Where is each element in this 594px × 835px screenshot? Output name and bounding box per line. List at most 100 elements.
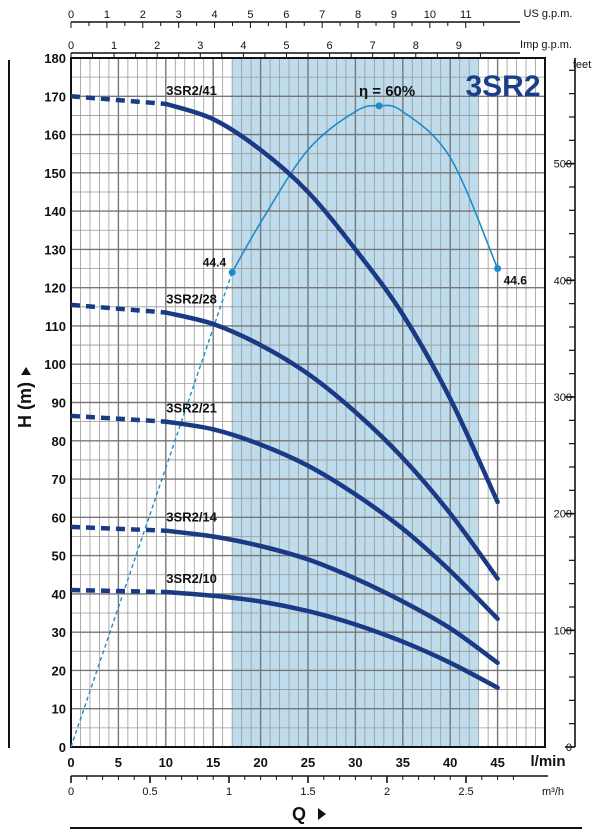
- grid: [71, 58, 545, 747]
- y-tick-label: 80: [52, 434, 66, 449]
- us-gpm-tick-label: 5: [247, 9, 253, 21]
- series-curve: [163, 589, 500, 690]
- efficiency-point: [228, 268, 236, 276]
- feet-tick-label: 500: [554, 159, 572, 171]
- y-tick-label: 10: [52, 702, 66, 717]
- us-gpm-tick-label: 3: [176, 9, 182, 21]
- y-tick-label: 50: [52, 549, 66, 564]
- y-tick-label: 140: [44, 204, 66, 219]
- m3h-tick-label: 1: [226, 786, 232, 798]
- x-tick-label: 45: [490, 755, 504, 770]
- imp-gpm-tick-label: 2: [154, 40, 160, 52]
- series-curve-dashed: [70, 587, 166, 595]
- x-tick-label: 10: [159, 755, 173, 770]
- m3h-tick-label: 2: [384, 786, 390, 798]
- efficiency-point: [375, 102, 383, 110]
- y-tick-label: 20: [52, 663, 66, 678]
- imp-gpm-tick-label: 0: [68, 40, 74, 52]
- series-curve-dashed: [70, 94, 166, 107]
- y-tick-label: 170: [44, 89, 66, 104]
- x-axis-title: Q: [292, 804, 306, 824]
- imp-gpm-tick-label: 9: [456, 40, 462, 52]
- y-axis-arrow-icon: [21, 367, 31, 375]
- us-gpm-tick-label: 10: [424, 9, 436, 21]
- x-unit-lmin: l/min: [530, 753, 565, 770]
- imp-gpm-tick-label: 7: [370, 40, 376, 52]
- imp-gpm-tick-label: 6: [327, 40, 333, 52]
- feet-unit: feet: [573, 59, 591, 71]
- imp-gpm-tick-label: 8: [413, 40, 419, 52]
- us-gpm-tick-label: 6: [283, 9, 289, 21]
- us-gpm-tick-label: 9: [391, 9, 397, 21]
- series-curve-dashed: [70, 413, 166, 424]
- feet-tick-label: 300: [554, 392, 572, 404]
- series-label: 3SR2/28: [166, 292, 217, 307]
- axis-ticks: 0 5 10 15 20 25 30 35 40 450102030405060708090100…: [44, 51, 576, 798]
- x-tick-label: 25: [301, 755, 315, 770]
- us-gpm-tick-label: 2: [140, 9, 146, 21]
- y-axis-title-group: H (m): [15, 382, 35, 428]
- imp-gpm-tick-label: 5: [283, 40, 289, 52]
- y-axis-title: H (m): [15, 382, 35, 428]
- x-tick-label: 35: [396, 755, 410, 770]
- y-tick-label: 150: [44, 166, 66, 181]
- imp-gpm-unit: Imp g.p.m.: [520, 39, 572, 51]
- series-curve: [163, 419, 500, 622]
- x-tick-label: 5: [115, 755, 122, 770]
- imp-gpm-tick-label: 4: [240, 40, 246, 52]
- efficiency-curve: [231, 104, 499, 273]
- series-label: 3SR2/10: [166, 571, 217, 586]
- x-tick-label: 30: [348, 755, 362, 770]
- y-tick-label: 40: [52, 587, 66, 602]
- top-gpm-axes: 0 1 2 3 4 5 6 7 8 9 10 11 0 1 2 3 4 5 6 7 8 9: [68, 9, 520, 59]
- series-label: 3SR2/21: [166, 401, 217, 416]
- us-gpm-tick-label: 8: [355, 9, 361, 21]
- y-tick-label: 90: [52, 396, 66, 411]
- series-curve: [163, 310, 500, 581]
- y-tick-label: 100: [44, 357, 66, 372]
- us-gpm-unit: US g.p.m.: [524, 8, 573, 20]
- feet-tick-label: 100: [554, 625, 572, 637]
- plot-frame: [70, 57, 546, 748]
- y-tick-label: 30: [52, 625, 66, 640]
- x-tick-label: 20: [253, 755, 267, 770]
- imp-gpm-tick-label: 1: [111, 40, 117, 52]
- y-tick-label: 120: [44, 281, 66, 296]
- m3h-tick-label: 0.5: [142, 786, 157, 798]
- series-curve: [163, 101, 500, 505]
- y-tick-label: 70: [52, 472, 66, 487]
- y-tick-label: 0: [59, 740, 66, 755]
- series-label: 3SR2/41: [166, 83, 217, 98]
- feet-tick-label: 200: [554, 509, 572, 521]
- y-tick-label: 60: [52, 510, 66, 525]
- us-gpm-tick-label: 4: [211, 9, 217, 21]
- efficiency-point: [494, 265, 502, 273]
- efficiency-label: η = 60%: [359, 83, 415, 100]
- efficiency-left-value: 44.4: [203, 255, 227, 269]
- x-unit-m3h: m³/h: [542, 786, 564, 798]
- feet-tick-label: 400: [554, 275, 572, 287]
- y-tick-label: 180: [44, 51, 66, 66]
- x-tick-label: 15: [206, 755, 220, 770]
- series-curve-dashed: [70, 524, 166, 533]
- feet-tick-label: 0: [566, 742, 572, 754]
- imp-gpm-tick-label: 3: [197, 40, 203, 52]
- y-tick-label: 130: [44, 242, 66, 257]
- m3h-tick-label: 2.5: [458, 786, 473, 798]
- x-tick-label: 40: [443, 755, 457, 770]
- us-gpm-tick-label: 0: [68, 9, 74, 21]
- us-gpm-tick-label: 1: [104, 9, 110, 21]
- efficiency-curve-group: 44.4 44.6 η = 60%: [70, 83, 528, 748]
- y-tick-label: 110: [45, 319, 66, 334]
- us-gpm-tick-label: 7: [319, 9, 325, 21]
- series-curve-dashed: [70, 302, 166, 315]
- series-group: 3SR2/41 3SR2/28 3SR2/21 3SR2/14 3SR2/10: [70, 83, 500, 690]
- us-gpm-tick-label: 11: [460, 9, 471, 21]
- series-label: 3SR2/14: [166, 510, 217, 525]
- m3h-tick-label: 0: [68, 786, 74, 798]
- efficiency-right-value: 44.6: [504, 274, 528, 288]
- x-axis-arrow-icon: [318, 808, 326, 820]
- x-tick-label: 0: [67, 755, 74, 770]
- series-curve: [163, 528, 500, 666]
